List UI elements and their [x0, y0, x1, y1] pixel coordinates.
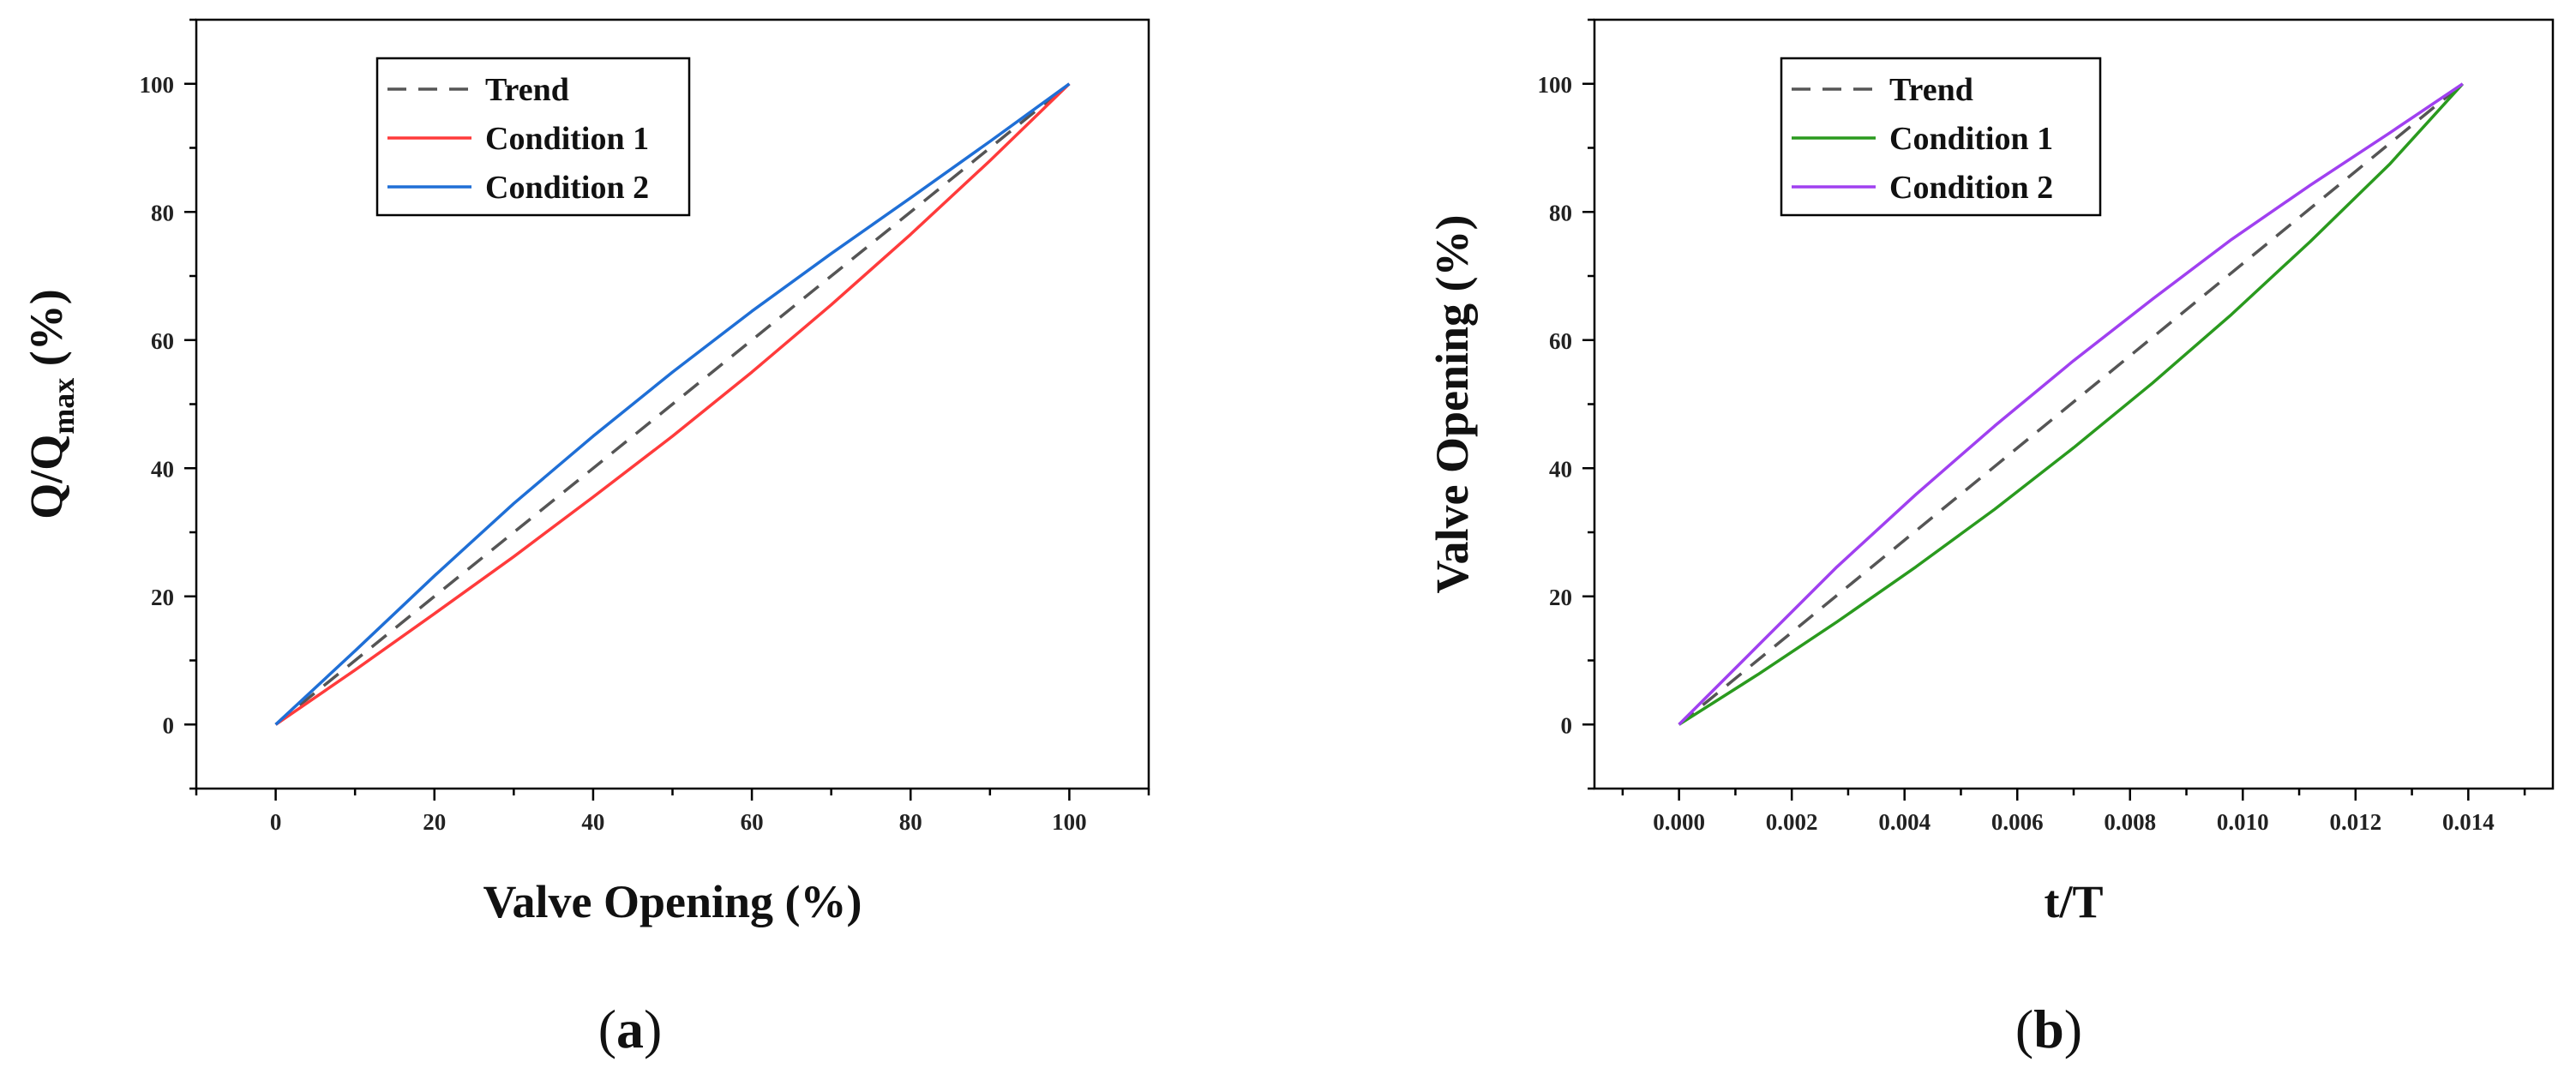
- y-tick-label: 40: [151, 456, 174, 482]
- series-line-trend: [1678, 82, 2464, 726]
- x-tick-label: 40: [581, 809, 604, 835]
- x-axis-title: Valve Opening (%): [483, 876, 862, 927]
- panel-label-open: (: [2015, 999, 2033, 1059]
- legend-label: Trend: [485, 72, 569, 108]
- x-tick-label: 0.014: [2442, 809, 2495, 835]
- y-tick-label: 100: [1538, 72, 1573, 98]
- x-tick-label: 80: [899, 809, 922, 835]
- panel-label: (a): [598, 999, 663, 1059]
- y-tick-label: 40: [1549, 456, 1572, 482]
- legend-label: Condition 2: [1889, 170, 2053, 206]
- y-tick-label: 60: [151, 328, 174, 354]
- legend: Trend Condition 1 Condition 2: [1780, 57, 2102, 217]
- y-axis-title: Valve Opening (%): [1426, 214, 1478, 593]
- series-line-trend: [274, 82, 1071, 726]
- panel-label: (b): [2015, 999, 2082, 1059]
- x-tick-label: 0.000: [1653, 809, 1705, 835]
- y-tick-label: 100: [140, 72, 175, 98]
- y-axis-title-main: Q/Q: [21, 435, 72, 519]
- y-axis-title-unit: (%): [21, 289, 72, 377]
- x-tick-label: 0.008: [2104, 809, 2156, 835]
- x-axis-title: t/T: [2044, 876, 2103, 927]
- x-tick-label: 100: [1052, 809, 1087, 835]
- x-tick-label: 20: [423, 809, 446, 835]
- y-axis-title-subscript: max: [46, 378, 81, 435]
- x-tick-label: 0.010: [2217, 809, 2269, 835]
- y-tick-label: 20: [151, 585, 174, 610]
- panel-label-open: (: [598, 999, 616, 1059]
- y-tick-label: 0: [163, 712, 175, 738]
- x-tick-label: 60: [741, 809, 764, 835]
- legend-label: Condition 2: [485, 170, 649, 206]
- y-tick-label: 20: [1549, 585, 1572, 610]
- legend-label: Condition 1: [485, 121, 649, 157]
- legend: Trend Condition 1 Condition 2: [375, 57, 691, 217]
- chart-panel-b: 0.000 0.002 0.004 0.006 0.008 0.010 0.012 0.014…: [1426, 18, 2555, 1059]
- series-line-condition-2: [274, 82, 1071, 726]
- y-tick-label: 0: [1561, 712, 1573, 738]
- panel-label-close: ): [644, 999, 662, 1059]
- chart-panel-a: 0 20 40 60 80 100 0 20 40 60 80 100 Valve Opening (%…: [21, 18, 1150, 1059]
- legend-label: Trend: [1889, 72, 1973, 108]
- x-tick-label: 0.006: [1991, 809, 2044, 835]
- panel-label-close: ): [2064, 999, 2082, 1059]
- series-line-condition-1: [274, 82, 1071, 726]
- panel-label-letter: b: [2033, 999, 2064, 1059]
- x-tick-label: 0.012: [2329, 809, 2381, 835]
- x-tick-label: 0.002: [1766, 809, 1818, 835]
- y-axis-title-main: Valve Opening (%): [1426, 214, 1478, 593]
- panel-label-letter: a: [616, 999, 644, 1059]
- y-tick-label: 80: [151, 200, 174, 225]
- y-tick-label: 60: [1549, 328, 1572, 354]
- y-tick-label: 80: [1549, 200, 1572, 225]
- series-line-condition-2: [1678, 82, 2464, 726]
- x-tick-label: 0: [270, 809, 282, 835]
- series-line-condition-1: [1678, 82, 2465, 726]
- x-tick-label: 0.004: [1878, 809, 1930, 835]
- y-axis-title: Q/Qmax (%): [21, 289, 81, 519]
- legend-label: Condition 1: [1889, 121, 2053, 157]
